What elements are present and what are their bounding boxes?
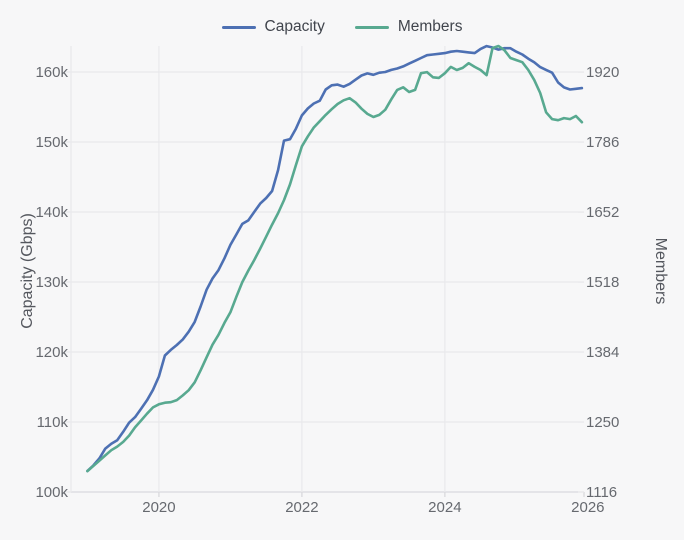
y-tick-label-right: 1786 [586, 134, 620, 152]
y-tick-label-left: 140k [35, 203, 68, 221]
chart-legend: Capacity Members [0, 18, 684, 36]
x-tick-label: 2024 [428, 499, 462, 516]
y-tick-label-left: 120k [35, 343, 68, 361]
y-tick-label-left: 110k [36, 413, 68, 431]
y-tick-label-left: 100k [35, 484, 68, 501]
y-tick-label-left: 150k [35, 133, 68, 151]
capacity-line-swatch [221, 25, 256, 29]
legend-item-members[interactable]: Members [354, 18, 463, 36]
x-tick-label: 2026 [571, 499, 605, 516]
capacity-series-line[interactable] [86, 44, 584, 473]
y-tick-label-right: 1116 [586, 484, 618, 501]
y-tick-label-right: 1652 [586, 204, 620, 222]
y-axis-title-right: Members [652, 237, 669, 305]
legend-item-capacity[interactable]: Capacity [221, 18, 325, 36]
members-line-swatch [354, 25, 389, 29]
x-tick-label: 2020 [142, 499, 176, 516]
x-tick-label: 2022 [285, 499, 319, 516]
members-series-line[interactable] [86, 44, 584, 473]
legend-label-members: Members [397, 18, 463, 35]
y-tick-label-left: 160k [35, 63, 68, 81]
y-tick-label-right: 1920 [586, 64, 620, 82]
legend-label-capacity: Capacity [264, 18, 325, 35]
y-tick-label-right: 1518 [586, 274, 620, 292]
y-tick-label-right: 1384 [586, 344, 620, 362]
y-tick-label-left: 130k [35, 273, 68, 291]
y-tick-label-right: 1250 [586, 414, 620, 432]
